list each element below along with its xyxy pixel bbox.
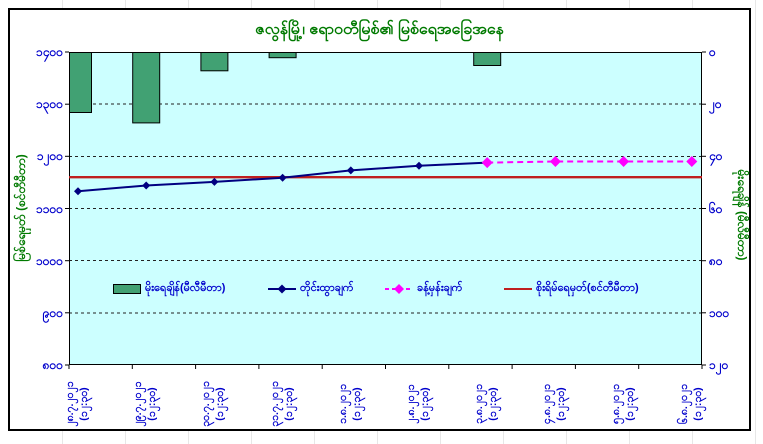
x-tick-date: ၅.၈.၂၀၂၁ bbox=[609, 384, 622, 424]
rain-bar bbox=[132, 52, 161, 124]
legend-marker-line bbox=[268, 284, 296, 293]
legend-item-danger-level: စိုးရိမ်ရေမှတ်(စင်တီမီတာ) bbox=[504, 280, 639, 297]
legend-marker bbox=[385, 283, 413, 295]
rain-bar bbox=[69, 52, 92, 113]
x-tick-label: ၅.၈.၂၀၂၁ (၁၂:၃၀) bbox=[609, 364, 639, 444]
right-axis-tick-label: ၁၀၀ bbox=[709, 305, 730, 320]
x-tick-label: ၆.၈.၂၀၂၁ (၁၂:၃၀) bbox=[677, 364, 707, 444]
x-tick-label: ၃၁.၇.၂၀၂၁ (၁၂:၃၀) bbox=[268, 364, 298, 444]
left-axis-tick-label: ၈၀၀ bbox=[42, 358, 63, 372]
forecast-point bbox=[549, 156, 561, 168]
left-axis-tick-label: ၁၁၀၀ bbox=[36, 201, 63, 216]
measured-point bbox=[346, 166, 355, 175]
forecast-point bbox=[481, 157, 493, 169]
x-tick-time: (၁၂:၃၀) bbox=[419, 387, 431, 421]
x-tick-time: (၁၂:၃၀) bbox=[282, 387, 295, 421]
right-axis-tick-label: ၆၀ bbox=[709, 201, 723, 216]
legend-label: ခန့်မှန်းချက် bbox=[417, 281, 463, 294]
legend-label: စိုးရိမ်ရေမှတ်(စင်တီမီတာ) bbox=[536, 281, 639, 294]
left-axis-tick-label: ၉၀၀ bbox=[42, 305, 63, 320]
x-tick-date: ၃၀.၇.၂၀၂၁ bbox=[200, 381, 213, 427]
x-tick-date: ၃.၈.၂၀၂၁ bbox=[473, 384, 486, 424]
measured-point bbox=[278, 173, 287, 182]
x-tick-date: ၃၁.၇.၂၀၂၁ bbox=[268, 381, 281, 427]
legend-label: မိုးရေချိန်(မီလီမီတာ) bbox=[145, 281, 226, 294]
x-tick-date: ၆.၈.၂၀၂၁ bbox=[677, 384, 690, 424]
legend-marker bbox=[113, 283, 141, 295]
x-tick-label: ၂၉.၇.၂၀၂၁ (၁၂:၃၀) bbox=[131, 364, 161, 444]
left-axis-tick-label: ၁၃၀၀ bbox=[36, 97, 63, 112]
right-axis-tick-label: ၄၀ bbox=[709, 149, 723, 164]
measured-point bbox=[74, 187, 82, 196]
x-tick-label: ၃.၈.၂၀၂၁ (၁၂:၃၀) bbox=[472, 364, 502, 444]
x-tick-time: (၁၂:၃၀) bbox=[146, 387, 159, 421]
legend-marker-bar bbox=[113, 283, 141, 294]
x-tick-date: ၄.၈.၂၀၂၁ bbox=[541, 384, 554, 424]
x-tick-date: ၂၈.၇.၂၀၂၁ bbox=[64, 381, 76, 427]
legend-item-forecast: ခန့်မှန်းချက် bbox=[385, 280, 462, 297]
left-axis-tick-label: ၁၀၀၀ bbox=[36, 253, 63, 268]
x-tick-date: ၂.၈.၂၀၂၁ bbox=[405, 384, 417, 424]
x-tick-label: ၃၀.၇.၂၀၂၁ (၁၂:၃၀) bbox=[199, 364, 229, 444]
legend-marker bbox=[268, 283, 296, 295]
forecast-line bbox=[487, 160, 692, 164]
legend-item-rainfall: မိုးရေချိန်(မီလီမီတာ) bbox=[113, 280, 225, 297]
right-axis-tick-label: ၁၂၀ bbox=[709, 358, 729, 372]
legend-marker-constant-line bbox=[504, 287, 532, 290]
x-tick-time: (၁၂:၃၀) bbox=[350, 387, 363, 421]
x-tick-time: (၁၂:၃၀) bbox=[78, 387, 90, 421]
x-tick-time: (၁၂:၃၀) bbox=[691, 387, 704, 421]
measured-point bbox=[142, 181, 151, 190]
forecast-point bbox=[686, 156, 698, 168]
x-tick-label: ၁.၈.၂၀၂၁ (၁၂:၃၀) bbox=[336, 364, 366, 444]
left-axis-tick-label: ၁၄၀၀ bbox=[36, 45, 63, 59]
rain-bar bbox=[200, 52, 229, 72]
rain-bar bbox=[268, 52, 297, 59]
legend-marker bbox=[504, 283, 532, 295]
chart-title: ဇလွန်မြို့၊ ဧရာဝတီမြစ်၏ မြစ်ရေအခြေအနေ bbox=[255, 21, 504, 38]
right-axis-tick-label: ၈၀ bbox=[709, 253, 723, 268]
chart-frame: ဇလွန်မြို့၊ ဧရာဝတီမြစ်၏ မြစ်ရေအခြေအနေ မြ… bbox=[8, 8, 751, 431]
right-axis-tick-label: ၂၀ bbox=[709, 97, 722, 112]
x-tick-label: ၂.၈.၂၀၂၁ (၁၂:၃၀) bbox=[404, 364, 434, 444]
rain-bar bbox=[473, 52, 502, 66]
legend-label: တိုင်းထွာချက် bbox=[300, 281, 354, 294]
measured-point bbox=[210, 177, 219, 186]
x-tick-date: ၁.၈.၂၀၂၁ bbox=[336, 384, 349, 424]
x-tick-label: ၄.၈.၂၀၂၁ (၁၂:၃၀) bbox=[540, 364, 570, 444]
measured-point bbox=[415, 161, 423, 170]
x-tick-time: (၁၂:၃၀) bbox=[487, 387, 500, 421]
plot-background bbox=[69, 52, 702, 365]
plot-area bbox=[65, 51, 706, 369]
x-tick-time: (၁၂:၃၀) bbox=[623, 387, 636, 421]
x-tick-date: ၂၉.၇.၂၀၂၁ bbox=[132, 381, 145, 427]
x-tick-label: ၂၈.၇.၂၀၂၁ (၁၂:၃၀) bbox=[63, 364, 93, 444]
x-tick-time: (၁၂:၃၀) bbox=[214, 387, 227, 421]
left-axis-tick-label: ၁၂၀၀ bbox=[36, 149, 63, 164]
plot-svg bbox=[65, 51, 706, 369]
legend-marker-dashed-line bbox=[385, 283, 413, 294]
x-tick-time: (၁၂:၃၀) bbox=[555, 387, 568, 421]
right-axis-tick-label: ၀ bbox=[709, 45, 716, 59]
legend-item-measured: တိုင်းထွာချက် bbox=[268, 280, 353, 297]
plot-border bbox=[69, 52, 702, 365]
forecast-point bbox=[618, 156, 630, 168]
